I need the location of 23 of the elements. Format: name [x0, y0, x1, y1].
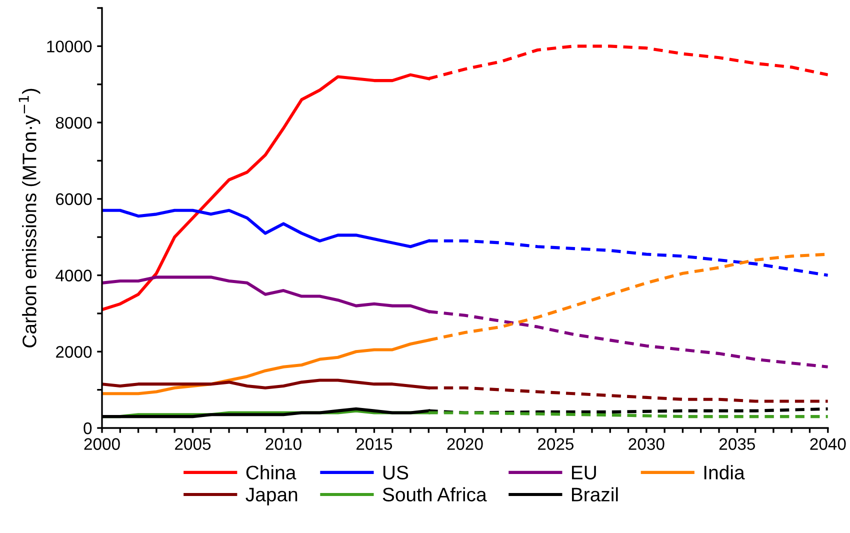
y-tick-label: 4000	[56, 270, 92, 282]
x-tick-label: 2015	[356, 438, 392, 450]
legend-label: South Africa	[382, 487, 487, 502]
x-tick-label: 2035	[719, 438, 756, 450]
y-tick-label: 8000	[56, 116, 92, 129]
legend-label: Brazil	[572, 487, 618, 502]
y-tick-label: 10000	[47, 40, 92, 52]
y-axis-title: Carbon emissions (MTon·y$^{−1}$)	[18, 88, 40, 348]
y-tick-label: 2000	[56, 346, 92, 358]
legend-label: US	[383, 466, 408, 480]
x-tick-label: 2040	[810, 438, 846, 450]
legend-label: Japan	[246, 488, 298, 506]
x-tick-label: 2025	[538, 438, 574, 450]
legend-label: EU	[572, 466, 596, 480]
y-tick-label: 0	[84, 422, 92, 434]
x-tick-label: 2030	[628, 438, 664, 450]
y-tick-label: 6000	[56, 193, 92, 206]
x-tick-label: 2000	[84, 438, 120, 450]
x-tick-label: 2005	[175, 438, 211, 450]
x-tick-label: 2020	[447, 438, 483, 450]
legend-label: China	[246, 465, 296, 480]
legend-label: India	[704, 465, 745, 480]
x-tick-label: 2010	[266, 438, 302, 450]
